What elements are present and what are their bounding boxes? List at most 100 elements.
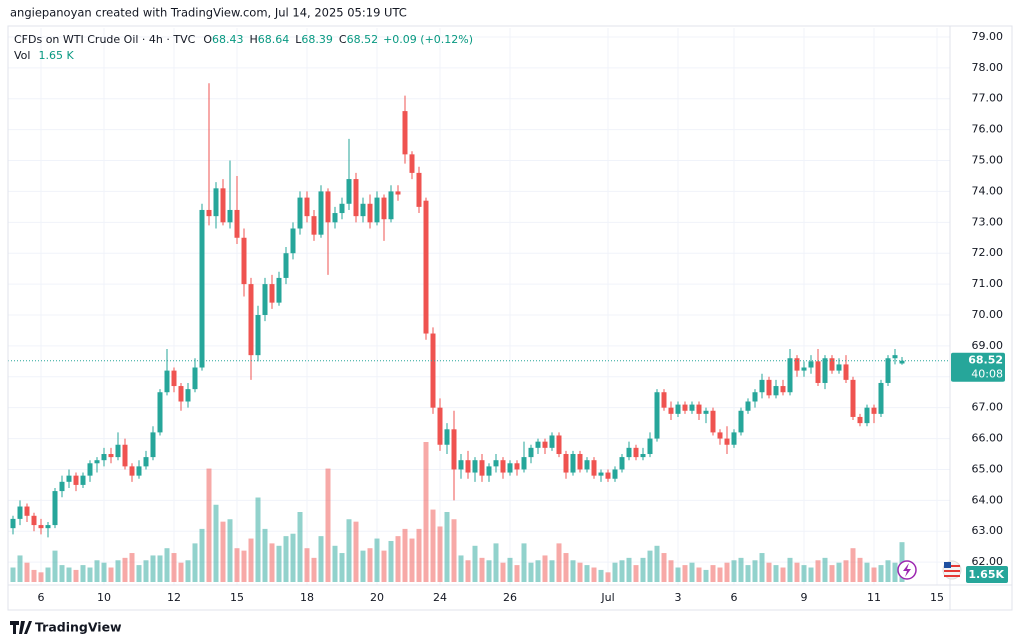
volume-bar [822,557,828,582]
volume-bar [493,543,499,582]
volume-bar [220,521,226,582]
volume-bar [31,569,37,582]
x-tick-label: 10 [97,591,111,604]
candle-body [892,355,898,359]
volume-bar [458,555,464,582]
candle-body [437,407,443,445]
candle-body [766,379,772,396]
candle-body [500,460,506,473]
low-label: L [295,33,302,46]
candle-body [353,179,359,217]
volume-bar [675,567,681,582]
candle-body [871,407,877,414]
candle-body [171,370,177,387]
candle-body [661,392,667,408]
candle-body [262,284,268,315]
y-tick-label: 74.00 [972,184,1004,197]
candle-body [745,401,751,411]
volume-badge-box [966,566,1008,583]
candle-body [276,277,282,303]
volume-bar [542,555,548,582]
volume-bar [563,553,569,582]
close-label: C [339,33,347,46]
y-tick-label: 77.00 [972,92,1004,105]
volume-bar [122,557,128,582]
x-tick-label: 6 [38,591,45,604]
volume-bar [360,550,366,582]
volume-bar [745,565,751,582]
volume-bar [10,567,16,582]
volume-bar [332,545,338,582]
candle-body [493,460,499,467]
volume-bar [829,565,835,582]
volume-bar [276,545,282,582]
candle-body [612,469,618,479]
candle-body [297,197,303,229]
volume-bar [143,560,149,582]
candle-body [458,460,464,470]
volume-bar [738,557,744,582]
candle-body [563,454,569,473]
candle-body [598,472,604,476]
candle-body [157,392,163,433]
candle-body [59,481,65,492]
volume-bar [269,543,275,582]
candle-body [143,457,149,467]
volume-bar [213,504,219,582]
candle-body [304,197,310,217]
x-tick-label: 15 [930,591,944,604]
candle-body [101,454,107,461]
candle-body [843,364,849,380]
volume-bar [451,519,457,582]
volume-bar [227,519,233,582]
candle-body [507,463,513,473]
candle-body [640,454,646,458]
candle-body [31,515,37,526]
volume-bar [185,560,191,582]
candle-body [206,209,212,217]
candle-body [521,457,527,470]
volume-bar [808,567,814,582]
x-tick-label: 26 [503,591,517,604]
candle-body [360,203,366,217]
flag-stripe [944,565,960,567]
volume-bar [367,548,373,582]
candle-body [402,111,408,155]
volume-bar [654,545,660,582]
candle-body [17,506,23,519]
volume-bar [199,528,205,582]
countdown-label: 40:08 [971,368,1003,381]
candle-body [850,379,856,417]
flag-stripe [944,570,960,572]
volume-bar [689,562,695,582]
volume-bar [255,497,261,582]
volume-bar [535,560,541,582]
y-tick-label: 67.00 [972,401,1004,414]
y-tick-label: 62.00 [972,555,1004,568]
volume-bar [528,562,534,582]
candle-body [570,454,576,473]
volume-bar [584,565,590,582]
x-tick-label: 24 [433,591,447,604]
candle-body [815,361,821,383]
candle-body [423,200,429,334]
event-icon-bolt [903,563,911,577]
volume-bar [612,562,618,582]
candle-body [178,386,184,402]
candle-body [486,466,492,476]
volume-bar [892,562,898,582]
volume-bar [318,536,324,582]
candle-body [388,191,394,220]
volume-bar [304,548,310,582]
volume-bar [759,553,765,582]
volume-bar [129,553,135,582]
candle-body [290,228,296,254]
volume-bar [472,545,478,582]
candle-body [185,389,191,402]
candle-body [38,525,44,529]
volume-bar [556,543,562,582]
candle-body [451,429,457,470]
volume-badge: 1.65K [968,568,1004,581]
volume-bar [864,562,870,582]
